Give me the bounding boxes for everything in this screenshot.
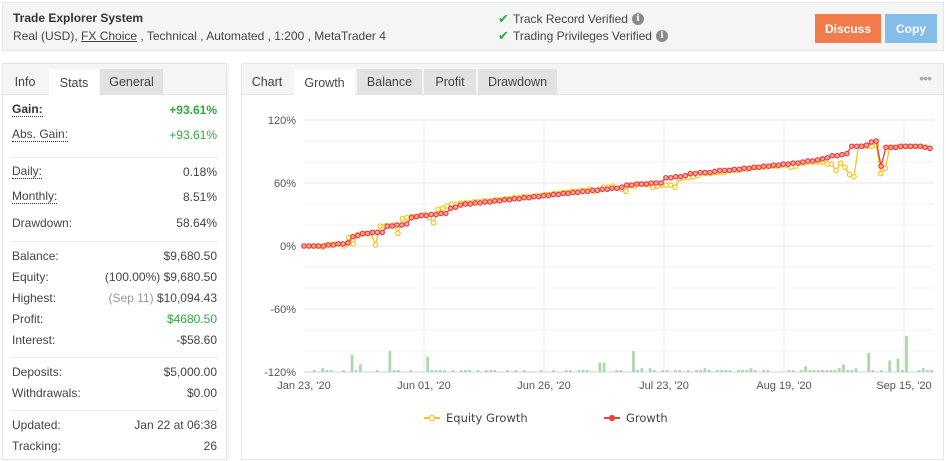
stat-deposits: Deposits: $5,000.00 [12, 365, 217, 383]
x-tick-label: Jul 23, '20 [639, 380, 689, 392]
x-tick-label: Jun 01, '20 [397, 380, 450, 392]
stat-equity: Equity: (100.00%) $9,680.50 [12, 270, 217, 288]
stat-value: $0.00 [186, 386, 217, 400]
stat-value: $9,680.50 [163, 249, 217, 263]
track-record-verified: ✔ Track Record Verified i [498, 11, 644, 27]
chart-panel: Chart Growth Balance Profit Drawdown •••… [241, 63, 944, 460]
divider [10, 157, 219, 158]
copy-button[interactable]: Copy [885, 14, 937, 43]
stat-label: Profit: [12, 312, 44, 326]
stat-updated: Updated: Jan 22 at 06:38 [12, 418, 217, 436]
stat-note: (100.00%) [104, 270, 161, 284]
legend-label[interactable]: Growth [626, 411, 668, 425]
stat-label: Deposits: [12, 365, 63, 379]
stat-tracking: Tracking: 26 [12, 439, 217, 457]
stat-label[interactable]: Daily: [12, 164, 43, 179]
stat-gain: Gain: +93.61% [12, 103, 217, 121]
stat-value: 8.51% [182, 190, 217, 204]
chart-tabs: Chart Growth Balance Profit Drawdown ••• [242, 64, 943, 96]
tab-chart[interactable]: Chart [251, 75, 283, 89]
tab-info[interactable]: Info [14, 75, 36, 89]
stats-tabs: Info Stats General [3, 64, 226, 96]
stat-value: $10,094.43 [156, 291, 217, 305]
y-tick-label: 120% [268, 115, 296, 127]
y-tick-label: 60% [274, 178, 296, 190]
x-tick-label: Aug 19, '20 [756, 380, 811, 392]
info-icon[interactable]: i [631, 13, 644, 25]
y-tick-label: -60% [270, 304, 296, 316]
stat-label[interactable]: Gain: [12, 102, 43, 117]
discuss-button[interactable]: Discuss [815, 14, 881, 43]
tab-drawdown[interactable]: Drawdown [478, 69, 557, 95]
stat-drawdown: Drawdown: 58.64% [12, 216, 217, 234]
stats-panel: Info Stats General Gain: +93.61% Abs. Ga… [2, 63, 227, 460]
stat-abs-gain: Abs. Gain: +93.61% [12, 128, 217, 146]
system-header: Trade Explorer System Real (USD), FX Cho… [2, 2, 944, 51]
x-tick-label: Sep 15, '20 [876, 380, 931, 392]
stat-label: Updated: [12, 418, 61, 432]
stat-profit: Profit: $4680.50 [12, 312, 217, 330]
stat-daily: Daily: 0.18% [12, 165, 217, 183]
stat-value: 26 [203, 439, 217, 453]
verification-label: Trading Privileges Verified [513, 29, 652, 43]
stat-value: -$58.60 [176, 333, 217, 347]
stat-label: Interest: [12, 333, 56, 347]
check-icon: ✔ [498, 11, 509, 26]
stat-value: +93.61% [169, 103, 217, 117]
stat-label: Tracking: [12, 439, 61, 453]
account-type: Real (USD), [13, 29, 78, 43]
stat-balance: Balance: $9,680.50 [12, 249, 217, 267]
stat-value: 58.64% [176, 216, 217, 230]
stat-value: $9,680.50 [163, 270, 217, 284]
stat-label: Drawdown: [12, 216, 73, 230]
check-icon: ✔ [498, 28, 509, 43]
tab-balance[interactable]: Balance [357, 69, 422, 95]
stat-label: Highest: [12, 291, 57, 305]
trading-privileges-verified: ✔ Trading Privileges Verified i [498, 28, 668, 44]
system-attributes: , Technical , Automated , 1:200 , MetaTr… [137, 29, 386, 43]
stat-highest: Highest: (Sep 11) $10,094.43 [12, 291, 217, 309]
stat-value: 0.18% [182, 165, 217, 179]
tab-general[interactable]: General [100, 69, 163, 95]
y-tick-label: -120% [264, 367, 296, 379]
stat-label: Balance: [12, 249, 59, 263]
info-icon[interactable]: i [655, 30, 668, 42]
stat-label[interactable]: Monthly: [12, 189, 58, 204]
stat-value: +93.61% [169, 128, 217, 142]
tab-profit[interactable]: Profit [424, 69, 476, 95]
legend-label[interactable]: Equity Growth [446, 411, 528, 425]
tab-growth[interactable]: Growth [294, 69, 355, 96]
stat-monthly: Monthly: 8.51% [12, 190, 217, 208]
stat-value: $5,000.00 [163, 365, 217, 379]
stat-label: Equity: [12, 270, 49, 284]
divider [10, 410, 219, 411]
broker-link[interactable]: FX Choice [81, 29, 138, 43]
divider [10, 357, 219, 358]
verification-label: Track Record Verified [513, 12, 628, 26]
stat-interest: Interest: -$58.60 [12, 333, 217, 351]
system-subtitle: Real (USD), FX Choice , Technical , Auto… [13, 29, 386, 43]
x-tick-label: Jun 26, '20 [517, 380, 570, 392]
stat-label: Withdrawals: [12, 386, 81, 400]
more-dots-icon[interactable]: ••• [919, 70, 932, 86]
divider [10, 241, 219, 242]
system-title: Trade Explorer System [13, 11, 144, 25]
stat-value: Jan 22 at 06:38 [134, 418, 217, 432]
stat-value: $4680.50 [166, 312, 217, 326]
y-tick-label: 0% [280, 241, 296, 253]
stat-note: (Sep 11) [108, 291, 154, 305]
growth-chart: 120% 60% 0% -60% -120%Jan 23, '20 Jun 01, '20… [264, 115, 934, 425]
stat-withdrawals: Withdrawals: $0.00 [12, 386, 217, 404]
x-tick-label: Jan 23, '20 [277, 380, 330, 392]
tab-stats[interactable]: Stats [49, 69, 99, 96]
stat-label[interactable]: Abs. Gain: [12, 127, 69, 142]
